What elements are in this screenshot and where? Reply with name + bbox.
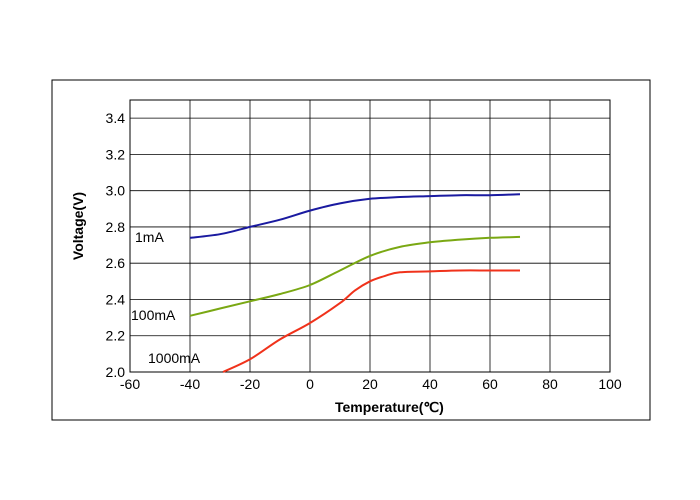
x-tick-label: 80: [542, 376, 558, 392]
x-tick-label: 100: [598, 376, 622, 392]
series-label-100mA: 100mA: [131, 307, 176, 323]
x-tick-label: 60: [482, 376, 498, 392]
series-label-1mA: 1mA: [135, 229, 164, 245]
y-tick-label: 2.2: [106, 328, 126, 344]
y-tick-label: 2.6: [106, 255, 126, 271]
series-labels: 1mA 100mA 1000mA: [131, 229, 201, 366]
x-tick-label: -20: [240, 376, 260, 392]
y-tick-label: 3.0: [106, 183, 126, 199]
x-tick-label: 0: [306, 376, 314, 392]
x-tick-label: 40: [422, 376, 438, 392]
series-label-1000mA: 1000mA: [148, 350, 201, 366]
y-axis-title: Voltage(V): [70, 192, 86, 260]
x-tick-label: -40: [180, 376, 200, 392]
y-tick-label: 3.2: [106, 146, 126, 162]
y-tick-labels: 2.0 2.2 2.4 2.6 2.8 3.0 3.2 3.4: [106, 110, 126, 380]
y-tick-label: 3.4: [106, 110, 126, 126]
grid: [130, 100, 610, 372]
series-line-100mA: [189, 235, 521, 317]
y-tick-label: 2.8: [106, 219, 126, 235]
series-line-1000mA: [222, 269, 520, 373]
series-line-1mA: [189, 193, 521, 239]
x-tick-labels: -60 -40 -20 0 20 40 60 80 100: [120, 376, 622, 392]
y-tick-label: 2.0: [106, 364, 126, 380]
x-tick-label: 20: [362, 376, 378, 392]
x-tick-label: -60: [120, 376, 140, 392]
series-lines: [189, 193, 521, 373]
y-tick-label: 2.4: [106, 291, 126, 307]
x-axis-title: Temperature(℃): [335, 399, 444, 415]
